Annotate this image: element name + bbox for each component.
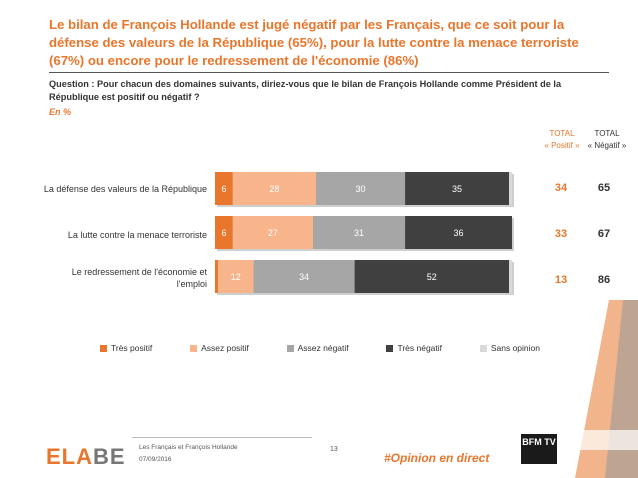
bar-value-label: 6	[221, 184, 226, 194]
bar-value-label: 12	[231, 272, 241, 282]
legend-label: Très positif	[111, 343, 153, 353]
total-positive-header-line2: « Positif »	[544, 141, 580, 150]
survey-date: 07/09/2016	[139, 456, 172, 463]
row-label-economie: Le redressement de l'économie et l'emplo…	[71, 267, 207, 289]
unit-label: En %	[49, 107, 72, 117]
decorative-a-shape	[565, 300, 638, 478]
bar-value-label: 31	[354, 228, 364, 238]
legend-item-assez-positif: Assez positif	[190, 343, 249, 353]
total-negative-terrorisme: 67	[597, 228, 611, 240]
total-negative-header-line2: « Négatif »	[587, 141, 627, 150]
bar-segment	[215, 216, 233, 249]
bar-segment	[215, 172, 233, 205]
legend-swatch	[479, 344, 487, 352]
bar-segment	[509, 260, 512, 293]
legend-label: Assez positif	[201, 343, 249, 353]
bar-segment	[232, 216, 314, 249]
title-divider	[49, 72, 609, 73]
row-label-terrorisme: La lutte contre la menace terroriste	[67, 230, 207, 240]
legend-swatch	[286, 344, 294, 352]
bar-value-label: 35	[452, 184, 462, 194]
legend-item-tres-positif: Très positif	[100, 343, 152, 353]
legend-label: Sans opinion	[490, 343, 540, 353]
page-title: Le bilan de François Hollande est jugé n…	[49, 17, 579, 68]
total-negative-header: TOTAL « Négatif »	[577, 128, 637, 152]
legend-swatch	[386, 344, 394, 352]
legend-item-sans-opinion: Sans opinion	[479, 343, 540, 353]
bar-segment	[215, 260, 218, 293]
legend-swatch	[100, 344, 107, 352]
footer-divider	[132, 437, 312, 438]
legend-label: Assez négatif	[297, 343, 349, 353]
survey-name: Les Français et François Hollande	[139, 444, 238, 451]
bar-segment	[405, 172, 510, 205]
bar-segment	[313, 216, 406, 249]
question-text: Question : Pour chacun des domaines suiv…	[49, 79, 562, 102]
bar-segment	[253, 260, 355, 293]
bar-value-label: 36	[454, 228, 464, 238]
total-positive-header: TOTAL « Positif »	[532, 128, 592, 152]
bar-value-label: 52	[427, 272, 437, 282]
bar-value-label: 34	[299, 272, 309, 282]
bar-value-label: 6	[221, 228, 226, 238]
bar-segment	[509, 172, 512, 205]
total-positive-economie: 13	[554, 274, 568, 286]
bar-segment	[405, 216, 512, 249]
hashtag: #Opinion en direct	[384, 451, 490, 465]
total-positive-header-line1: TOTAL	[549, 129, 575, 138]
chart-legend: Très positif Assez positif Assez négatif…	[100, 343, 540, 353]
total-negative-republique: 65	[597, 182, 611, 194]
bar-value-label: 30	[356, 184, 366, 194]
legend-item-assez-negatif: Assez négatif	[286, 343, 349, 353]
row-label-republique: La défense des valeurs de la République	[43, 184, 207, 194]
legend-swatch	[190, 344, 198, 352]
total-positive-terrorisme: 33	[554, 228, 568, 240]
bar-segment	[217, 260, 254, 293]
bfm-logo: BFM TV	[521, 434, 557, 464]
bar-segment	[354, 260, 510, 293]
bar-segment	[232, 172, 316, 205]
bar-value-label: 28	[269, 184, 279, 194]
bar-value-label: 27	[268, 228, 278, 238]
elabe-logo: ELABE	[46, 444, 126, 470]
logo-accent: BE	[93, 444, 126, 469]
page-number: 13	[330, 446, 338, 453]
total-negative-economie: 86	[597, 274, 611, 286]
legend-label: Très négatif	[397, 343, 443, 353]
legend-item-tres-negatif: Très négatif	[386, 343, 442, 353]
bar-segment	[315, 172, 406, 205]
logo-main: ELA	[46, 444, 93, 469]
total-positive-republique: 34	[554, 182, 568, 194]
total-negative-header-line1: TOTAL	[594, 129, 620, 138]
